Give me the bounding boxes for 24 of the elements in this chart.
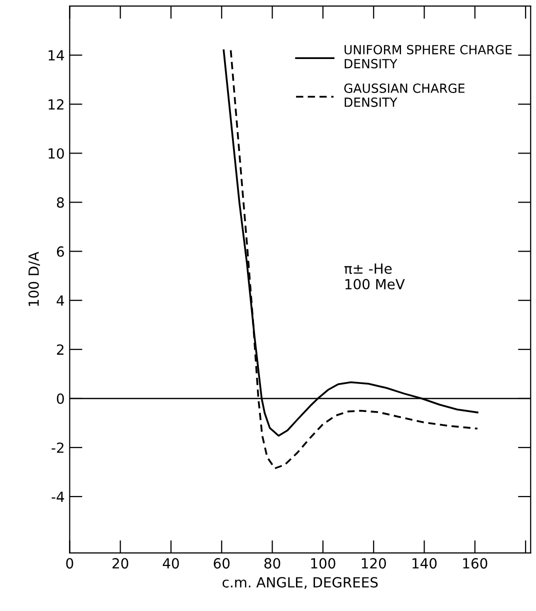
y-tick-label: -4 xyxy=(52,492,64,502)
legend-label: UNIFORM SPHERE CHARGE DENSITY xyxy=(344,44,512,68)
y-tick-label: 6 xyxy=(56,246,64,257)
y-tick-label: 10 xyxy=(48,148,64,159)
y-tick-label: 12 xyxy=(48,99,64,110)
x-tick-label: 0 xyxy=(66,558,74,569)
y-tick-label: 4 xyxy=(56,296,64,306)
x-tick-label: 40 xyxy=(162,558,179,569)
x-axis-title: c.m. ANGLE, DEGREES xyxy=(222,577,378,589)
annotation: π± -He 100 MeV xyxy=(344,264,405,290)
y-tick-label: 14 xyxy=(48,50,64,60)
y-tick-label: -2 xyxy=(52,442,64,453)
x-tick-label: 140 xyxy=(412,558,437,569)
x-tick-label: 60 xyxy=(214,558,230,569)
x-tick-label: 20 xyxy=(112,558,128,569)
x-tick-label: 80 xyxy=(264,558,280,569)
y-tick-label: 0 xyxy=(56,393,64,404)
y-tick-label: 2 xyxy=(57,344,64,355)
y-tick-label: 8 xyxy=(56,197,64,208)
legend-label: GAUSSIAN CHARGE DENSITY xyxy=(344,84,465,107)
y-axis-title: 100 D/A xyxy=(28,252,40,306)
x-tick-label: 120 xyxy=(362,558,386,569)
x-tick-label: 160 xyxy=(463,558,488,569)
x-tick-label: 100 xyxy=(311,558,336,569)
